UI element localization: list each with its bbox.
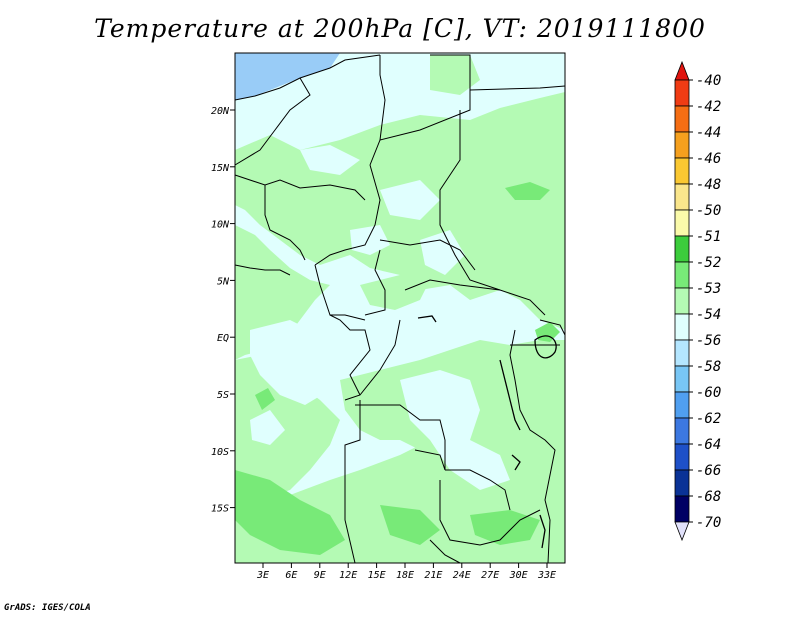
lon-tick-label: 21E [424, 570, 442, 581]
temp-level-m52-areas [235, 182, 560, 555]
lon-tick-label: 3E [256, 570, 269, 581]
lat-tick-label: 15N [211, 163, 230, 174]
lat-tick-label: 5N [217, 276, 230, 287]
colorbar-label: -58 [696, 359, 721, 375]
colorbar-label: -56 [696, 333, 721, 349]
colorbar-swatch [674, 287, 690, 315]
colorbar-label: -62 [696, 411, 721, 427]
lat-tick-label: 5S [217, 390, 229, 401]
colorbar-label: -53 [696, 281, 721, 297]
colorbar-label: -48 [696, 177, 721, 193]
longitude-axis: 3E 6E 9E 12E 15E 18E 21E 24E 27E 30E 33E [256, 563, 556, 581]
lat-tick-label: 15S [211, 504, 229, 515]
colorbar-top-arrow [674, 60, 690, 81]
lon-tick-label: 6E [285, 570, 297, 581]
colorbar-swatch [674, 235, 690, 263]
colorbar-swatch [674, 183, 690, 211]
lake-outlines [417, 315, 557, 549]
colorbar-swatch [674, 79, 690, 107]
colorbar-swatch [674, 209, 690, 237]
colorbar-bottom-arrow [674, 521, 690, 542]
sea-area [235, 53, 340, 100]
lat-tick-label: 10N [211, 220, 230, 231]
lon-tick-label: 27E [481, 570, 499, 581]
temp-level-m54-areas [250, 145, 510, 490]
colorbar-swatch [674, 105, 690, 133]
colorbar-swatch [674, 469, 690, 497]
colorbar-swatch [674, 261, 690, 289]
colorbar-swatch [674, 495, 690, 523]
map-frame [234, 52, 566, 564]
colorbar-swatch [674, 131, 690, 159]
lon-tick-label: 30E [509, 570, 528, 581]
lat-tick-label: 20N [211, 106, 230, 117]
lat-tick-label: 10S [211, 447, 229, 458]
lon-tick-label: 33E [537, 570, 556, 581]
colorbar-label: -51 [696, 229, 721, 245]
lon-tick-label: 12E [339, 570, 357, 581]
colorbar-swatch [674, 313, 690, 341]
lon-tick-label: 24E [453, 570, 471, 581]
latitude-axis: 20N 15N 10N 5N EQ 5S 10S 15S [211, 106, 235, 515]
colorbar-swatch [674, 339, 690, 367]
colorbar: -40 -42 -44 -46 -48 -50 -51 -52 -53 -54 -56 -58 -60 -… [674, 60, 721, 542]
colorbar-swatch [674, 417, 690, 445]
colorbar-label: -60 [696, 385, 721, 401]
lon-tick-label: 15E [368, 570, 386, 581]
colorbar-label: -70 [696, 515, 721, 531]
lon-tick-label: 9E [314, 570, 326, 581]
colorbar-swatch [674, 157, 690, 185]
colorbar-label: -46 [696, 151, 721, 167]
colorbar-swatch [674, 391, 690, 419]
map-panel [234, 52, 566, 564]
colorbar-swatch [674, 443, 690, 471]
colorbar-label: -40 [696, 73, 721, 89]
colorbar-label: -44 [696, 125, 721, 141]
colorbar-label: -50 [696, 203, 721, 219]
colorbar-label: -68 [696, 489, 721, 505]
country-borders [234, 54, 566, 564]
footer-credit: GrADS: IGES/COLA [4, 603, 91, 613]
colorbar-label: -54 [696, 307, 721, 323]
colorbar-swatch [674, 365, 690, 393]
lon-tick-label: 18E [396, 570, 414, 581]
map-title: Temperature at 200hPa [C], VT: 201911180… [94, 14, 706, 43]
colorbar-label: -52 [696, 255, 721, 271]
colorbar-label: -64 [696, 437, 721, 453]
colorbar-label: -66 [696, 463, 721, 479]
lat-tick-label: EQ [217, 333, 229, 344]
colorbar-label: -42 [696, 99, 721, 115]
